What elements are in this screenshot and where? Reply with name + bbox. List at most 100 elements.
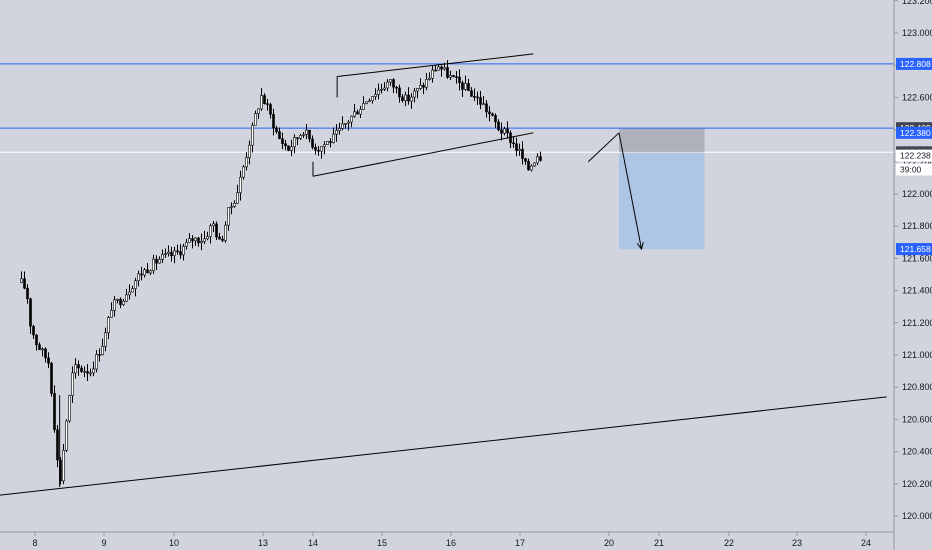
candle-body — [125, 294, 128, 302]
candle-body — [77, 364, 80, 369]
candle-body — [461, 82, 464, 90]
candle-body — [53, 393, 56, 431]
candle-body — [101, 346, 104, 355]
candle-body — [257, 108, 260, 114]
candle-body — [467, 83, 470, 91]
candle-body — [344, 123, 347, 125]
time-tick-label: 17 — [515, 538, 525, 548]
candle-body — [245, 157, 248, 168]
price-badges: 122.808122.409122.380122.259122.23839:00… — [896, 57, 932, 256]
time-tick-label: 13 — [258, 538, 268, 548]
candle-body — [110, 310, 113, 318]
candle-body — [104, 332, 107, 347]
candle-body — [518, 148, 521, 151]
candle-body — [242, 166, 245, 178]
time-tick-label: 10 — [169, 538, 179, 548]
candle-body — [371, 96, 374, 101]
candle-body — [41, 348, 44, 351]
candle-body — [236, 192, 239, 204]
price-badge — [896, 57, 932, 70]
price-tick-label: 122.000 — [902, 189, 932, 199]
candle-body — [92, 368, 95, 374]
candle-body — [317, 149, 320, 152]
candle-body — [302, 134, 305, 136]
candle-body — [341, 123, 344, 129]
price-tick-label: 123.000 — [902, 28, 932, 38]
candle-body — [494, 115, 497, 123]
candle-body — [173, 250, 176, 257]
price-tick-label: 121.800 — [902, 221, 932, 231]
candle-body — [32, 325, 35, 336]
candle-body — [113, 299, 116, 311]
channel-lower-line — [312, 132, 534, 177]
candle-body — [29, 298, 32, 327]
candle-body — [161, 254, 164, 260]
candle-body — [491, 113, 494, 116]
candle-body — [209, 225, 212, 237]
candle-body — [515, 143, 518, 151]
candle-body — [230, 206, 233, 208]
candle-body — [419, 84, 422, 89]
candle-body — [20, 278, 23, 283]
candle-body — [95, 354, 98, 370]
candle-body — [182, 246, 185, 256]
candle-body — [152, 258, 155, 272]
candle-body — [248, 144, 251, 158]
candle-body — [68, 395, 71, 422]
candle-body — [83, 371, 86, 373]
candle-body — [167, 251, 170, 254]
candle-body — [335, 130, 338, 135]
candle-body — [488, 111, 491, 115]
candle-body — [227, 207, 230, 226]
candle-body — [56, 429, 59, 461]
position-zones — [619, 128, 705, 250]
candle-body — [455, 76, 458, 78]
price-badge-label: 122.808 — [900, 59, 931, 69]
candles — [20, 60, 542, 488]
candle-body — [215, 223, 218, 238]
candle-body — [506, 128, 509, 134]
candle-body — [116, 298, 119, 301]
time-tick-label: 20 — [604, 538, 614, 548]
candle-body — [374, 94, 377, 97]
candle-body — [146, 269, 149, 274]
candle-body — [362, 103, 365, 110]
candle-body — [305, 129, 308, 135]
candle-body — [47, 357, 50, 364]
price-tick-label: 120.000 — [902, 511, 932, 521]
time-axis[interactable]: 8 9 10 13 14 15 16 17 20 21 22 23 24 — [32, 532, 871, 548]
price-tick-label: 122.600 — [902, 92, 932, 102]
time-tick-label: 8 — [32, 538, 37, 548]
candle-body — [122, 300, 125, 305]
candle-body — [311, 138, 314, 148]
price-badge — [896, 243, 932, 256]
candle-body — [143, 269, 146, 276]
candle-body — [80, 367, 83, 372]
candle-body — [203, 238, 206, 242]
candle-body — [338, 128, 341, 131]
candle-body — [449, 75, 452, 78]
candle-body — [425, 79, 428, 88]
price-badge-label: 122.238 — [900, 151, 931, 161]
candle-body — [356, 111, 359, 115]
candle-body — [266, 103, 269, 105]
candle-body — [38, 344, 41, 351]
candle-body — [188, 238, 191, 243]
price-tick-label: 121.200 — [902, 318, 932, 328]
stop-loss-zone — [619, 128, 705, 153]
candle-body — [464, 83, 467, 90]
candle-body — [269, 104, 272, 115]
candle-body — [23, 278, 26, 289]
candle-body — [71, 372, 74, 396]
price-tick-label: 120.800 — [902, 382, 932, 392]
trend-lines — [0, 53, 887, 496]
retest-line — [587, 132, 620, 163]
candle-body — [377, 89, 380, 95]
candle-body — [299, 135, 302, 139]
candle-body — [65, 420, 68, 451]
time-tick-label: 22 — [724, 538, 734, 548]
candle-body — [446, 67, 449, 78]
